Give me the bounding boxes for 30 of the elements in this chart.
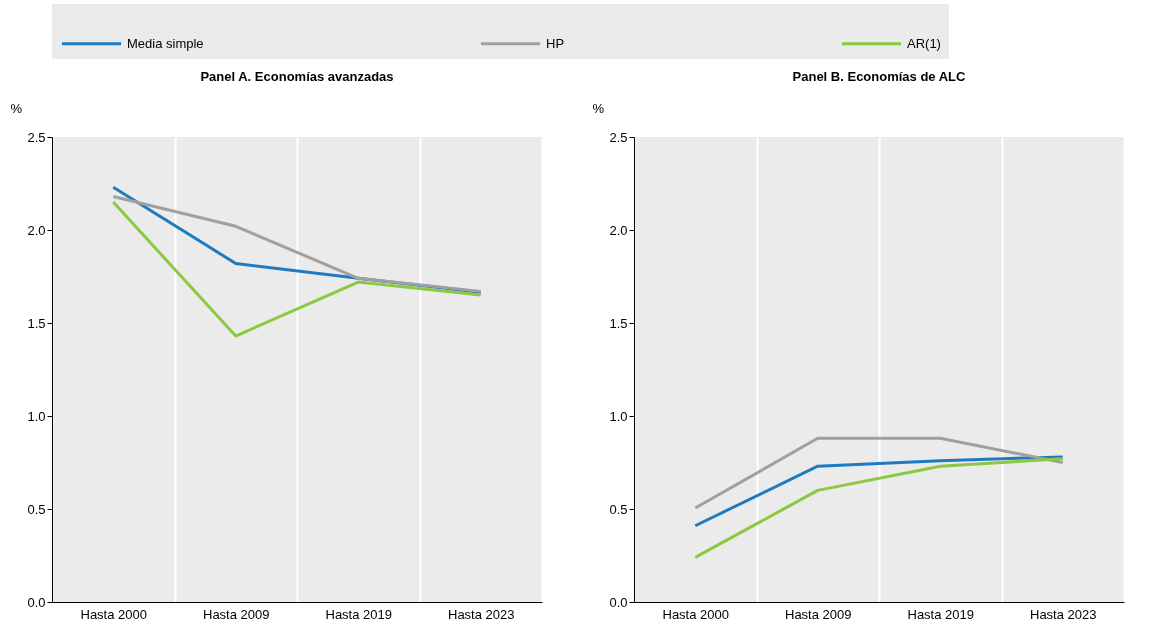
chart-title: Panel A. Economías avanzadas <box>200 69 394 84</box>
y-tick-label: 0.0 <box>609 594 628 610</box>
line-series <box>693 455 1065 528</box>
y-axis-title: % <box>592 100 605 116</box>
y-tick-label: 2.0 <box>27 222 46 238</box>
y-tick-label: 2.0 <box>609 222 628 238</box>
x-tick-label: Hasta 2000 <box>662 606 729 622</box>
y-tick-label: 0.5 <box>27 501 46 517</box>
line-series <box>111 200 483 338</box>
x-tick-label: Hasta 2000 <box>80 606 147 622</box>
y-tick-label: 2.5 <box>609 129 628 145</box>
y-tick-label: 1.0 <box>27 408 46 424</box>
chart-title: Panel B. Economías de ALC <box>792 69 967 84</box>
y-tick-label: 0.0 <box>27 594 46 610</box>
x-tick-label: Hasta 2009 <box>785 606 852 622</box>
line-series <box>693 457 1065 559</box>
y-tick-label: 2.5 <box>27 129 46 145</box>
y-tick-label: 1.5 <box>27 315 46 331</box>
legend-label: HP <box>546 35 565 51</box>
x-tick-label: Hasta 2023 <box>448 606 515 622</box>
x-tick-label: Hasta 2019 <box>325 606 392 622</box>
y-tick-label: 1.0 <box>609 408 628 424</box>
x-tick-label: Hasta 2009 <box>203 606 270 622</box>
y-axis-title: % <box>10 100 23 116</box>
legend-label: Media simple <box>127 35 204 51</box>
legend-label: AR(1) <box>907 35 941 51</box>
y-tick-label: 1.5 <box>609 315 628 331</box>
x-tick-label: Hasta 2023 <box>1030 606 1097 622</box>
x-tick-label: Hasta 2019 <box>907 606 974 622</box>
y-tick-label: 0.5 <box>609 501 628 517</box>
